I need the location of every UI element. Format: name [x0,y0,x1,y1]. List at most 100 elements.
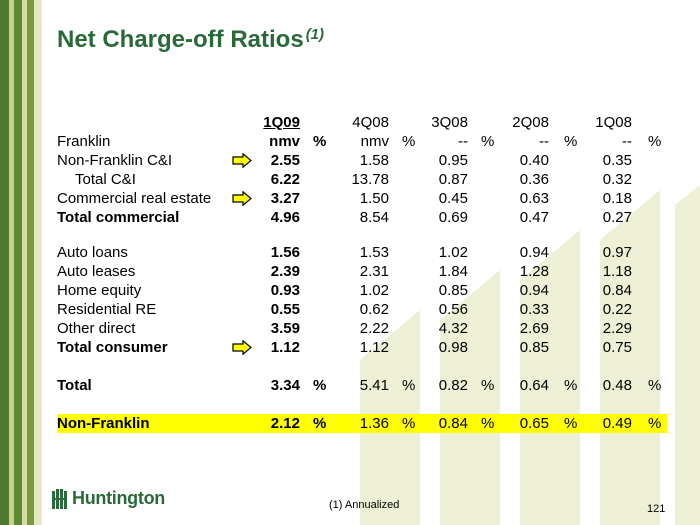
percent-sign: % [402,133,416,150]
spacer [57,227,667,243]
value-cell: 0.97 [602,244,632,261]
value-cell: 0.35 [602,152,632,169]
value-cell: 0.56 [438,301,468,318]
value-cell: 0.22 [602,301,632,318]
value-cell: 0.32 [602,171,632,188]
col-header-5: 1Q08 [595,114,632,131]
row-label: Home equity [57,282,142,299]
value-cell: 0.95 [438,152,468,169]
value-cell: 2.69 [519,320,549,337]
page-title: Net Charge-off Ratios (1) [57,26,324,54]
value-cell: 0.40 [519,152,549,169]
value-cell: 6.22 [270,171,300,188]
value-cell: 1.18 [602,263,632,280]
value-cell: 0.65 [519,415,549,432]
table-row: Auto loans 1.56 1.53 1.02 0.94 0.97 [57,243,667,262]
value-cell: 0.98 [438,339,468,356]
footnote: (1) Annualized [329,499,400,511]
table-row: Residential RE 0.55 0.62 0.56 0.33 0.22 [57,300,667,319]
arrow-icon [232,191,252,206]
row-label: Total consumer [57,339,168,356]
value-cell: 3.59 [270,320,300,337]
col-header-4: 2Q08 [512,114,549,131]
logo-mark-icon [52,488,67,509]
percent-sign: % [481,377,495,394]
row-label: Auto leases [57,263,136,280]
value-cell: 1.12 [359,339,389,356]
percent-sign: % [648,133,662,150]
value-cell: 0.94 [519,244,549,261]
percent-sign: % [481,415,495,432]
table-row: Total 3.34 % 5.41 % 0.82 % 0.64 % 0.48 % [57,376,667,395]
table-row: Total commercial 4.96 8.54 0.69 0.47 0.2… [57,208,667,227]
value-cell: 1.12 [270,339,300,356]
percent-sign: % [402,415,416,432]
value-cell: 3.27 [270,190,300,207]
table-row: Non-Franklin C&I 2.55 1.58 0.95 0.40 0.3… [57,151,667,170]
huntington-logo: Huntington [52,488,165,509]
table-row: Total consumer 1.12 1.12 0.98 0.85 0.75 [57,338,667,357]
row-label: Total commercial [57,209,180,226]
page-number: 121 [647,503,666,515]
percent-sign: % [648,377,662,394]
value-cell: 3.34 [270,377,300,394]
table-row: Auto leases 2.39 2.31 1.84 1.28 1.18 [57,262,667,281]
value-cell: 0.82 [438,377,468,394]
decorative-stripes [0,0,42,525]
value-cell: 1.28 [519,263,549,280]
percent-sign: % [648,415,662,432]
value-cell: -- [539,133,549,150]
value-cell: -- [458,133,468,150]
value-cell: 13.78 [351,171,389,188]
row-label: Total C&I [75,171,136,188]
value-cell: 0.64 [519,377,549,394]
value-cell: 2.12 [270,415,300,432]
value-cell: 8.54 [359,209,389,226]
row-label: Non-Franklin C&I [57,152,173,169]
table-row: Other direct 3.59 2.22 4.32 2.69 2.29 [57,319,667,338]
table-row: Franklin nmv % nmv % -- % -- % -- % [57,132,667,151]
percent-sign: % [402,377,416,394]
value-cell: 0.94 [519,282,549,299]
value-cell: 0.85 [438,282,468,299]
value-cell: 0.85 [519,339,549,356]
value-cell: 0.33 [519,301,549,318]
value-cell: 4.32 [438,320,468,337]
value-cell: 0.63 [519,190,549,207]
value-cell: 1.53 [359,244,389,261]
value-cell: 1.36 [359,415,389,432]
col-header-1: 1Q09 [263,114,300,131]
value-cell: 2.29 [602,320,632,337]
value-cell: 1.56 [270,244,300,261]
value-cell: 0.84 [602,282,632,299]
percent-sign: % [564,377,578,394]
row-label: Auto loans [57,244,128,261]
percent-sign: % [313,377,327,394]
row-label: Franklin [57,133,111,150]
title-footnote-marker: (1) [305,26,325,43]
spacer [57,395,667,414]
value-cell: 0.87 [438,171,468,188]
row-label: Non-Franklin [57,415,150,432]
arrow-icon [232,340,252,355]
col-header-2: 4Q08 [352,114,389,131]
value-cell: nmv [360,133,389,150]
charge-off-table: 1Q09 4Q08 3Q08 2Q08 1Q08 Franklin nmv % … [57,113,667,433]
value-cell: 0.84 [438,415,468,432]
value-cell: 5.41 [359,377,389,394]
percent-sign: % [481,133,495,150]
value-cell: 2.55 [270,152,300,169]
value-cell: 0.55 [270,301,300,318]
value-cell: 0.45 [438,190,468,207]
value-cell: 0.18 [602,190,632,207]
value-cell: 0.62 [359,301,389,318]
value-cell: 2.31 [359,263,389,280]
table-row: Home equity 0.93 1.02 0.85 0.94 0.84 [57,281,667,300]
percent-sign: % [564,133,578,150]
value-cell: nmv [269,133,300,150]
title-text: Net Charge-off Ratios [57,26,304,53]
value-cell: 0.36 [519,171,549,188]
value-cell: 1.02 [438,244,468,261]
percent-sign: % [564,415,578,432]
logo-text: Huntington [72,488,165,508]
